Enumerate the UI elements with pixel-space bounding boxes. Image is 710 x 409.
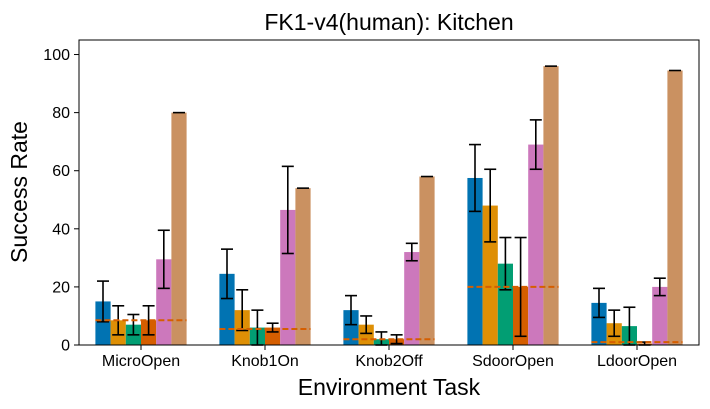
bar xyxy=(528,144,544,345)
bar xyxy=(497,263,513,345)
y-axis-label: Success Rate xyxy=(6,121,32,263)
x-tick-label: SdoorOpen xyxy=(472,353,554,370)
y-tick-label: 60 xyxy=(52,163,70,180)
error-bar xyxy=(529,119,542,171)
y-tick-label: 40 xyxy=(52,221,70,238)
y-tick-label: 20 xyxy=(52,279,70,296)
bar xyxy=(280,209,296,345)
bar xyxy=(543,66,559,346)
error-bar xyxy=(593,287,605,319)
x-tick-label: Knob1On xyxy=(231,353,299,370)
error-bar xyxy=(514,236,527,338)
error-bar xyxy=(236,289,249,332)
error-bar xyxy=(97,280,109,323)
error-bar xyxy=(266,322,279,333)
plot-area xyxy=(95,65,683,346)
x-axis-label: Environment Task xyxy=(298,374,481,400)
bar xyxy=(467,177,483,345)
error-bar xyxy=(608,309,621,338)
bar xyxy=(652,286,668,345)
bar xyxy=(404,252,420,345)
x-axis: MicroOpen Knob1On Knob2Off SdoorOpen LdoorOp… xyxy=(102,345,677,370)
error-bar xyxy=(390,334,403,345)
y-tick-label: 0 xyxy=(61,338,70,355)
bar xyxy=(295,188,311,345)
bar xyxy=(667,70,683,345)
error-bar xyxy=(469,143,481,213)
x-tick-label: LdoorOpen xyxy=(597,353,677,370)
bar xyxy=(343,310,359,345)
bar xyxy=(95,301,111,345)
error-bar xyxy=(405,242,418,262)
bar xyxy=(156,259,172,345)
y-axis: 0 20 40 60 80 100 xyxy=(43,47,79,355)
error-bar xyxy=(484,168,497,243)
y-tick-label: 100 xyxy=(43,47,70,64)
bar xyxy=(482,205,498,345)
x-tick-label: Knob2Off xyxy=(355,353,423,370)
bar xyxy=(591,302,607,345)
error-bar xyxy=(127,313,140,336)
error-bar xyxy=(345,294,357,326)
error-bar xyxy=(499,236,512,291)
chart-title: FK1-v4(human): Kitchen xyxy=(264,9,513,35)
error-bar xyxy=(653,277,666,297)
bar xyxy=(419,176,435,345)
y-tick-label: 80 xyxy=(52,105,70,122)
error-bar xyxy=(157,229,170,290)
x-tick-label: MicroOpen xyxy=(102,353,180,370)
error-bar xyxy=(221,248,233,300)
bar xyxy=(171,112,187,345)
error-bar xyxy=(360,315,373,335)
error-bar xyxy=(281,165,294,255)
bar xyxy=(219,273,235,345)
error-bar xyxy=(142,304,155,336)
